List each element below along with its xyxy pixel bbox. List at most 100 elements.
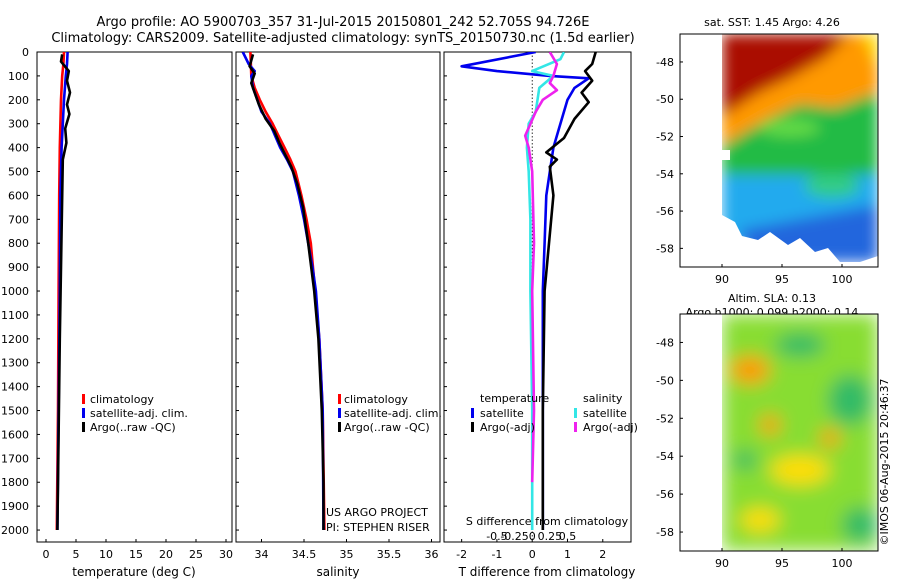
depth-axis: 0 100 200 300 400 500 600 700 800 900 1000 1100 1200… (1, 46, 447, 537)
map-x-tick-label: 90 (715, 557, 729, 570)
legend-swatch-argo (82, 422, 85, 432)
legend-swatch-satellite (338, 408, 341, 418)
series-line (541, 52, 597, 530)
depth-tick-label: 100 (8, 70, 29, 83)
salinity-xlabel: salinity (316, 565, 359, 579)
legend-label: climatology (344, 393, 408, 406)
legend-swatch-t-argo (471, 422, 474, 432)
map-y-tick-label: -52 (656, 131, 674, 144)
top-tick-label: -0.5 (486, 530, 507, 543)
title-line-2: Climatology: CARS2009. Satellite-adjuste… (51, 31, 634, 46)
top-tick-label: 0.5 (559, 530, 577, 543)
depth-tick-label: 800 (8, 237, 29, 250)
difference-series (460, 52, 597, 530)
series-line (241, 52, 325, 531)
pi-label: PI: STEPHEN RISER (326, 521, 430, 534)
x-tick-label: 36 (425, 548, 439, 561)
series-line (248, 54, 325, 530)
depth-tick-label: 500 (8, 166, 29, 179)
imos-credit: ©IMOS 06-Aug-2015 20:46:37 (878, 379, 891, 546)
top-tick-label: -0.25 (500, 530, 528, 543)
x-tick-label: 1 (564, 548, 571, 561)
depth-tick-label: 1900 (1, 500, 29, 513)
temperature-xlabel: temperature (deg C) (72, 565, 195, 579)
salinity-x-axis: 34 34.5 35 35.5 36 (255, 539, 439, 561)
map-y-tick-label: -52 (656, 412, 674, 425)
x-tick-label: 25 (189, 548, 203, 561)
legend-label: Argo(-adj) (583, 421, 638, 434)
x-tick-label: 34.5 (292, 548, 317, 561)
legend-label: Argo(-adj) (480, 421, 535, 434)
difference-legend: temperature satellite Argo(-adj) salinit… (471, 392, 638, 434)
x-tick-label: 5 (73, 548, 80, 561)
x-tick-label: 34 (255, 548, 269, 561)
depth-tick-label: 200 (8, 94, 29, 107)
legend-title-temperature: temperature (480, 392, 549, 405)
series-line (525, 52, 566, 530)
map-x-tick-label: 100 (832, 557, 853, 570)
map-x-tick-label: 95 (775, 557, 789, 570)
depth-tick-label: 1800 (1, 476, 29, 489)
depth-tick-label: 300 (8, 118, 29, 131)
sla-map-frame (679, 313, 879, 552)
map-x-tick-label: 90 (715, 273, 729, 286)
x-tick-label: 0 (529, 548, 536, 561)
series-line (460, 52, 591, 530)
depth-tick-label: 1000 (1, 285, 29, 298)
depth-tick-label: 400 (8, 142, 29, 155)
depth-tick-label: 1200 (1, 333, 29, 346)
sst-heatmap (680, 34, 878, 267)
x-tick-label: 20 (159, 548, 173, 561)
map-x-tick-label: 95 (775, 273, 789, 286)
depth-tick-label: 1100 (1, 309, 29, 322)
s-difference-label: S difference from climatology (466, 515, 629, 528)
legend-label: Argo(..raw -QC) (90, 421, 176, 434)
project-label: US ARGO PROJECT (326, 506, 428, 519)
depth-tick-label: 900 (8, 261, 29, 274)
depth-tick-label: 700 (8, 213, 29, 226)
legend-label: Argo(..raw -QC) (344, 421, 430, 434)
legend-label: climatology (90, 393, 154, 406)
legend-title-salinity: salinity (583, 392, 623, 405)
x-tick-label: 2 (599, 548, 606, 561)
salinity-legend: climatology satellite-adj. clim. Argo(..… (338, 393, 442, 434)
title-line-1: Argo profile: AO 5900703_357 31-Jul-2015… (96, 15, 589, 30)
map-y-tick-label: -58 (656, 242, 674, 255)
sla-map-axes: 90 95 100 -48 -50 -52 -54 -56 -58 (656, 336, 852, 570)
depth-tick-label: 0 (22, 46, 29, 59)
salinity-panel (235, 51, 441, 543)
x-tick-label: -2 (456, 548, 467, 561)
depth-tick-label: 1700 (1, 452, 29, 465)
x-tick-label: 35 (340, 548, 354, 561)
map-y-tick-label: -54 (656, 450, 674, 463)
legend-swatch-t-satellite (471, 408, 474, 418)
sst-map-title: sat. SST: 1.45 Argo: 4.26 (704, 16, 840, 29)
temperature-series (55, 52, 72, 531)
x-tick-label: 15 (129, 548, 143, 561)
sla-map-title-1: Altim. SLA: 0.13 (728, 292, 816, 305)
top-tick-label: 0.25 (538, 530, 563, 543)
salinity-series (241, 52, 326, 531)
salinity-difference-axis: -0.5-0.25 0 0.250.5 (486, 530, 576, 543)
map-y-tick-label: -48 (656, 56, 674, 69)
x-tick-label: -1 (491, 548, 502, 561)
series-line (523, 52, 559, 483)
sst-map-frame (679, 33, 879, 268)
map-x-tick-label: 100 (832, 273, 853, 286)
difference-panel (443, 51, 632, 543)
depth-tick-label: 600 (8, 189, 29, 202)
legend-label: satellite (480, 407, 524, 420)
legend-swatch-climatology (82, 394, 85, 404)
temperature-x-axis: 0 5 10 15 20 25 30 (43, 539, 233, 561)
legend-swatch-s-argo (574, 422, 577, 432)
legend-swatch-satellite (82, 408, 85, 418)
x-tick-label: 30 (219, 548, 233, 561)
map-y-tick-label: -50 (656, 374, 674, 387)
legend-label: satellite-adj. clim. (344, 407, 442, 420)
series-line (56, 54, 72, 531)
legend-label: satellite (583, 407, 627, 420)
legend-swatch-argo (338, 422, 341, 432)
x-tick-label: 10 (99, 548, 113, 561)
temperature-legend: climatology satellite-adj. clim. Argo(..… (82, 393, 188, 434)
